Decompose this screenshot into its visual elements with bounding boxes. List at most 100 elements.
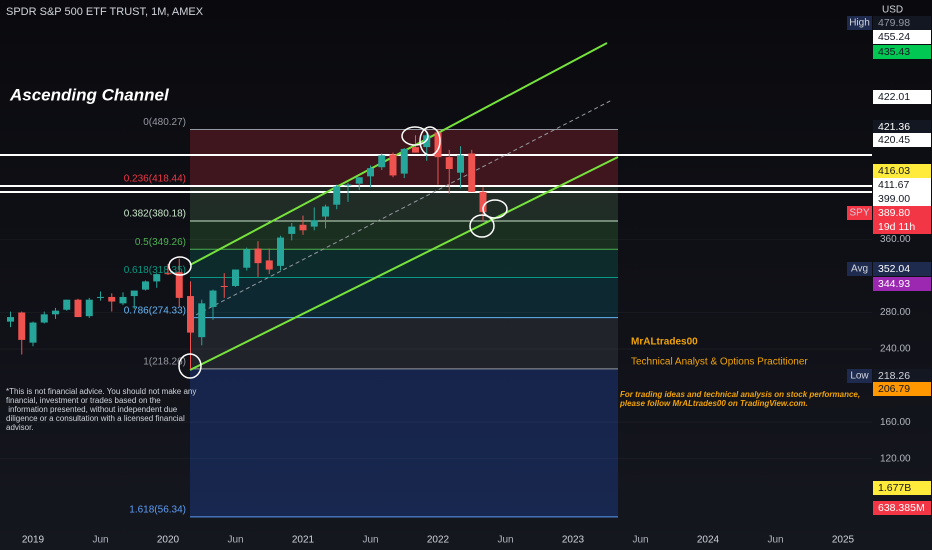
candle-body — [355, 177, 363, 184]
fib-label: 1(218.26) — [143, 357, 186, 368]
price-label: 416.03 — [878, 165, 910, 177]
candle-body — [220, 285, 228, 287]
promo-line: For trading ideas and technical analysis… — [620, 390, 860, 399]
candle-body — [130, 290, 138, 297]
price-label: 206.79 — [878, 383, 910, 395]
price-label-bg — [873, 30, 931, 44]
candle-body — [164, 273, 172, 275]
candle-body — [29, 322, 37, 343]
touch-circles — [168, 126, 508, 379]
candle-body — [389, 154, 397, 176]
price-label-bg — [873, 164, 931, 178]
candle-body — [198, 303, 206, 338]
candles — [7, 129, 487, 370]
price-label-bg — [873, 192, 931, 206]
price-tag-bg — [847, 16, 872, 30]
disclaimer-line: advisor. — [6, 423, 34, 432]
price-label: 399.00 — [878, 193, 910, 205]
x-tick-label: 2019 — [22, 535, 45, 546]
author: MrALtrades00 — [631, 337, 698, 348]
y-tick-label: 280.00 — [880, 307, 911, 318]
fib-band — [190, 368, 618, 517]
disclaimer-line: *This is not financial advice. You shoul… — [6, 387, 196, 396]
x-tick-label: 2024 — [697, 535, 720, 546]
price-label-bg — [873, 206, 931, 220]
price-label-bg — [873, 133, 931, 147]
candle-body — [187, 296, 194, 333]
price-label: 344.93 — [878, 278, 910, 290]
price-label-bg — [873, 178, 931, 192]
circle — [401, 126, 429, 146]
price-label-bg — [873, 501, 931, 515]
candle-body — [254, 248, 262, 264]
annotation: Ascending Channel — [9, 85, 170, 104]
candle-body — [63, 299, 71, 310]
price-label: 435.43 — [878, 46, 910, 58]
candle-body — [412, 147, 419, 153]
x-tick-label: 2021 — [292, 535, 315, 546]
candle-body — [243, 249, 251, 268]
fib-label: 0.618(318.35) — [124, 265, 186, 276]
candle-body — [333, 186, 341, 205]
price-label: 19d 11h — [878, 221, 915, 233]
price-label-bg — [873, 481, 931, 495]
x-tick-label: Jun — [362, 535, 378, 546]
currency: USD — [882, 5, 903, 16]
x-tick-label: Jun — [227, 535, 243, 546]
price-label: 422.01 — [878, 91, 910, 103]
fib-label: 1.618(56.34) — [129, 504, 186, 515]
fib-retracement: 0(480.27) 0.236(418.44) 0.382(380.18) 0.5(3… — [124, 117, 618, 518]
price-label-bg — [873, 277, 931, 291]
circle — [482, 199, 508, 219]
candle-body — [18, 312, 26, 340]
price-label: 411.67 — [878, 179, 909, 191]
x-tick-label: 2023 — [562, 535, 585, 546]
price-label: 218.26 — [878, 370, 910, 382]
price-tag: Avg — [851, 264, 868, 275]
disclaimer-line: financial, investment or trades based on… — [6, 396, 161, 405]
fib-label: 0(480.27) — [143, 117, 186, 128]
candle-body — [434, 132, 442, 158]
fib-band — [190, 317, 618, 369]
candle-body — [74, 299, 82, 318]
fib-band — [190, 277, 618, 318]
x-tick-label: Jun — [497, 535, 513, 546]
candle-body — [288, 226, 296, 234]
x-tick-label: Jun — [92, 535, 108, 546]
price-tag-bg — [847, 206, 872, 220]
author-role: Technical Analyst & Options Practitioner — [631, 357, 808, 368]
axes: 120.00 160.00 240.00 280.00 360.00 2019 Jun 202… — [22, 16, 931, 546]
channel-upper — [189, 42, 608, 266]
circle — [168, 256, 192, 276]
x-tick-label: 2022 — [427, 535, 450, 546]
fib-label: 0.5(349.26) — [135, 237, 186, 248]
x-tick-label: Jun — [632, 535, 648, 546]
candle-body — [299, 224, 307, 231]
price-label-bg — [873, 220, 931, 234]
price-label-bg — [873, 120, 931, 134]
circle — [469, 214, 495, 238]
price-label-bg — [873, 90, 931, 104]
candle-body — [378, 155, 386, 168]
fib-label: 0.382(380.18) — [124, 209, 186, 220]
candle-body — [153, 274, 161, 282]
price-label-bg — [873, 369, 931, 383]
fib-band — [190, 220, 618, 250]
candle-body — [344, 184, 352, 186]
ascending-channel — [189, 42, 619, 371]
candle-body — [400, 148, 408, 174]
candle-body — [277, 237, 284, 266]
candle-body — [232, 269, 239, 286]
candle-body — [85, 299, 93, 317]
candle-body — [423, 135, 431, 148]
price-tag: High — [849, 18, 870, 29]
candle-body — [457, 155, 464, 173]
y-tick-label: 120.00 — [880, 453, 911, 464]
price-label: 638.385M — [878, 502, 925, 514]
price-tag-bg — [847, 369, 872, 383]
candle-body — [367, 168, 374, 177]
grid — [0, 238, 872, 460]
disclaimer-line: information presented, without independe… — [6, 405, 178, 414]
price-label: 1.677B — [878, 482, 911, 494]
